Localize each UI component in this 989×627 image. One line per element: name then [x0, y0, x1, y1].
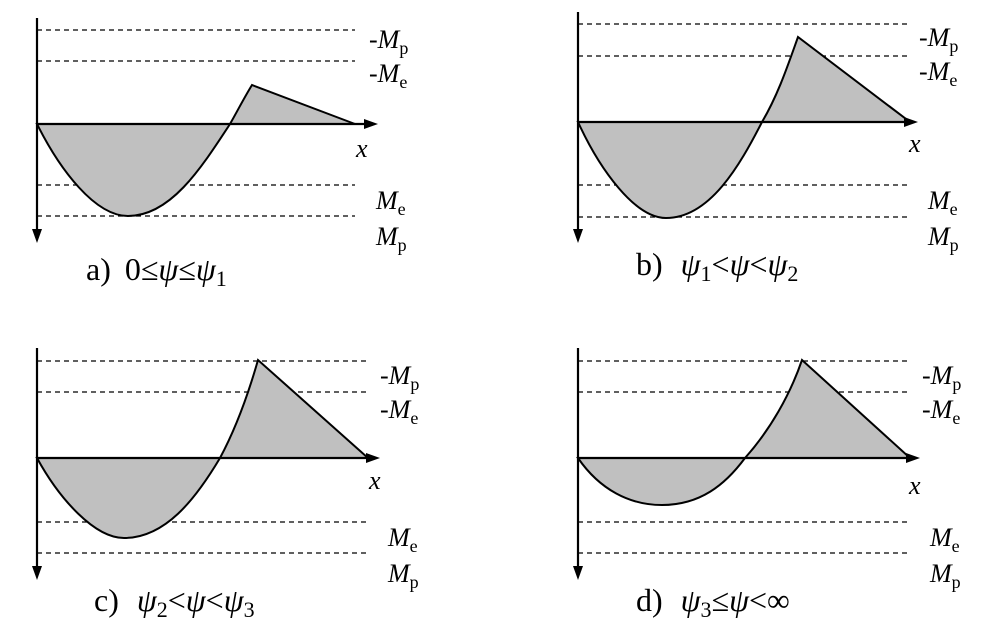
x-axis-label: x [908, 129, 921, 158]
moment-axis-arrow [32, 229, 42, 243]
x-axis-arrow [904, 117, 918, 127]
panel-a: x -Mp -Me Me Mp a) 0≤ψ≤ψ1 [32, 18, 408, 291]
panel-caption: b) ψ1<ψ<ψ2 [636, 246, 798, 286]
moment-axis-arrow [32, 566, 42, 580]
level-label-neg-me: -Me [380, 395, 418, 428]
level-label-neg-me: -Me [919, 57, 957, 90]
level-label-neg-me: -Me [369, 59, 407, 92]
level-label-neg-me: -Me [922, 395, 960, 428]
moment-axis-arrow [573, 566, 583, 580]
level-label-mp: Mp [927, 222, 959, 255]
sagging-moment-region [35, 123, 232, 218]
panel-d: x -Mp -Me Me Mp d) ψ3≤ψ<∞ [573, 348, 961, 622]
level-label-neg-mp: -Mp [922, 361, 961, 394]
sagging-moment-region [35, 457, 222, 540]
level-label-mp: Mp [387, 559, 419, 592]
hogging-moment-region [218, 358, 371, 459]
x-axis-arrow [366, 453, 380, 463]
x-axis-arrow [364, 119, 378, 129]
level-label-neg-mp: -Mp [369, 25, 408, 58]
x-axis-label: x [368, 466, 381, 495]
level-label-mp: Mp [375, 222, 407, 255]
level-label-me: Me [929, 523, 960, 556]
level-label-neg-mp: -Mp [380, 361, 419, 394]
level-label-mp: Mp [929, 559, 961, 592]
panel-c: x -Mp -Me Me Mp c) ψ2<ψ<ψ3 [32, 348, 419, 622]
hogging-moment-region [228, 83, 356, 125]
panel-caption: c) ψ2<ψ<ψ3 [94, 582, 255, 622]
x-axis-label: x [355, 134, 368, 163]
level-label-neg-mp: -Mp [919, 23, 958, 56]
hogging-moment-region [742, 358, 913, 459]
hogging-moment-region [760, 35, 913, 123]
level-label-me: Me [375, 186, 406, 219]
moment-axis-arrow [573, 229, 583, 243]
x-axis-arrow [906, 453, 920, 463]
sagging-moment-region [576, 121, 764, 220]
x-axis-label: x [908, 471, 921, 500]
level-label-me: Me [387, 523, 418, 556]
level-label-me: Me [927, 186, 958, 219]
panel-b: x -Mp -Me Me Mp b) ψ1<ψ<ψ2 [573, 12, 959, 286]
sagging-moment-region [576, 457, 747, 507]
panel-caption: d) ψ3≤ψ<∞ [636, 582, 790, 622]
panel-caption: a) 0≤ψ≤ψ1 [86, 251, 227, 291]
